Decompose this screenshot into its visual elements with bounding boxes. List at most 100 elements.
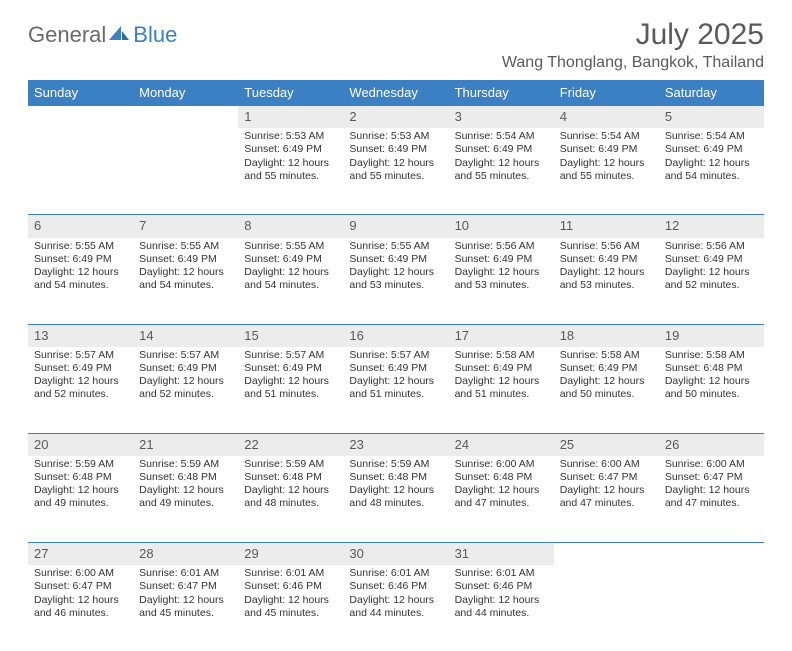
day-number: 12 <box>659 214 764 237</box>
daylight-text: and 47 minutes. <box>665 497 758 510</box>
day-number: 3 <box>449 105 554 128</box>
sunrise-text: Sunrise: 5:54 AM <box>455 130 548 143</box>
sunrise-text: Sunrise: 5:56 AM <box>455 240 548 253</box>
day-cell-body: Sunrise: 5:58 AMSunset: 6:49 PMDaylight:… <box>554 347 659 408</box>
day-number: 7 <box>133 214 238 237</box>
daylight-text: Daylight: 12 hours <box>139 484 232 497</box>
sunrise-text: Sunrise: 6:01 AM <box>139 567 232 580</box>
sunrise-text: Sunrise: 6:01 AM <box>455 567 548 580</box>
sunrise-text: Sunrise: 5:58 AM <box>665 349 758 362</box>
day-number: 15 <box>238 324 343 347</box>
daylight-text: and 55 minutes. <box>349 170 442 183</box>
daylight-text: Daylight: 12 hours <box>244 266 337 279</box>
daylight-text: Daylight: 12 hours <box>349 594 442 607</box>
sunset-text: Sunset: 6:46 PM <box>455 580 548 593</box>
title-block: July 2025 Wang Thonglang, Bangkok, Thail… <box>502 18 764 72</box>
day-cell: Sunrise: 5:57 AMSunset: 6:49 PMDaylight:… <box>343 347 448 433</box>
day-cell-body: Sunrise: 5:55 AMSunset: 6:49 PMDaylight:… <box>28 238 133 299</box>
sunset-text: Sunset: 6:49 PM <box>244 143 337 156</box>
calendar-table: SundayMondayTuesdayWednesdayThursdayFrid… <box>28 80 764 651</box>
daylight-text: and 51 minutes. <box>349 388 442 401</box>
day-number-empty <box>554 542 659 565</box>
sunset-text: Sunset: 6:49 PM <box>560 253 653 266</box>
day-number: 18 <box>554 324 659 347</box>
daylight-text: Daylight: 12 hours <box>455 375 548 388</box>
day-cell: Sunrise: 6:01 AMSunset: 6:46 PMDaylight:… <box>449 565 554 651</box>
sunset-text: Sunset: 6:49 PM <box>665 143 758 156</box>
daylight-text: Daylight: 12 hours <box>560 375 653 388</box>
sunset-text: Sunset: 6:49 PM <box>34 362 127 375</box>
sunset-text: Sunset: 6:49 PM <box>560 143 653 156</box>
daylight-text: Daylight: 12 hours <box>244 157 337 170</box>
sunrise-text: Sunrise: 5:57 AM <box>34 349 127 362</box>
daylight-text: Daylight: 12 hours <box>665 157 758 170</box>
daylight-text: and 54 minutes. <box>34 279 127 292</box>
day-cell-body: Sunrise: 6:00 AMSunset: 6:47 PMDaylight:… <box>554 456 659 517</box>
daynum-row: 12345 <box>28 105 764 128</box>
daylight-text: and 47 minutes. <box>455 497 548 510</box>
day-cell: Sunrise: 5:54 AMSunset: 6:49 PMDaylight:… <box>449 128 554 214</box>
daynum-row: 2728293031 <box>28 542 764 565</box>
day-number: 4 <box>554 105 659 128</box>
sunset-text: Sunset: 6:48 PM <box>34 471 127 484</box>
daylight-text: and 45 minutes. <box>139 607 232 620</box>
sunrise-text: Sunrise: 5:59 AM <box>349 458 442 471</box>
daylight-text: Daylight: 12 hours <box>244 594 337 607</box>
daylight-text: Daylight: 12 hours <box>34 266 127 279</box>
day-cell: Sunrise: 5:53 AMSunset: 6:49 PMDaylight:… <box>238 128 343 214</box>
day-number: 9 <box>343 214 448 237</box>
daylight-text: Daylight: 12 hours <box>139 266 232 279</box>
day-cell-body: Sunrise: 5:54 AMSunset: 6:49 PMDaylight:… <box>554 128 659 189</box>
weekday-header-row: SundayMondayTuesdayWednesdayThursdayFrid… <box>28 80 764 105</box>
sunrise-text: Sunrise: 5:59 AM <box>34 458 127 471</box>
sunset-text: Sunset: 6:49 PM <box>244 362 337 375</box>
daylight-text: Daylight: 12 hours <box>665 375 758 388</box>
daylight-text: and 50 minutes. <box>560 388 653 401</box>
day-cell: Sunrise: 6:01 AMSunset: 6:46 PMDaylight:… <box>238 565 343 651</box>
daylight-text: and 53 minutes. <box>349 279 442 292</box>
daylight-text: and 44 minutes. <box>455 607 548 620</box>
day-number: 24 <box>449 433 554 456</box>
daylight-text: Daylight: 12 hours <box>455 484 548 497</box>
daylight-text: and 51 minutes. <box>455 388 548 401</box>
sunrise-text: Sunrise: 6:00 AM <box>34 567 127 580</box>
daylight-text: Daylight: 12 hours <box>139 594 232 607</box>
day-cell-body: Sunrise: 5:59 AMSunset: 6:48 PMDaylight:… <box>343 456 448 517</box>
sunrise-text: Sunrise: 5:54 AM <box>665 130 758 143</box>
day-cell-body: Sunrise: 5:54 AMSunset: 6:49 PMDaylight:… <box>449 128 554 189</box>
sunset-text: Sunset: 6:49 PM <box>34 253 127 266</box>
sunset-text: Sunset: 6:49 PM <box>349 143 442 156</box>
day-cell-body: Sunrise: 6:01 AMSunset: 6:47 PMDaylight:… <box>133 565 238 626</box>
daylight-text: and 55 minutes. <box>244 170 337 183</box>
weekday-header: Saturday <box>659 80 764 105</box>
weekday-header: Thursday <box>449 80 554 105</box>
day-number: 19 <box>659 324 764 347</box>
sunset-text: Sunset: 6:49 PM <box>665 253 758 266</box>
day-cell: Sunrise: 6:00 AMSunset: 6:48 PMDaylight:… <box>449 456 554 542</box>
sunrise-text: Sunrise: 5:56 AM <box>665 240 758 253</box>
day-cell-body: Sunrise: 5:55 AMSunset: 6:49 PMDaylight:… <box>343 238 448 299</box>
day-cell <box>659 565 764 651</box>
day-number: 30 <box>343 542 448 565</box>
sunset-text: Sunset: 6:49 PM <box>139 253 232 266</box>
sunset-text: Sunset: 6:48 PM <box>139 471 232 484</box>
sunset-text: Sunset: 6:47 PM <box>34 580 127 593</box>
daylight-text: Daylight: 12 hours <box>455 157 548 170</box>
day-number: 1 <box>238 105 343 128</box>
sunset-text: Sunset: 6:49 PM <box>455 253 548 266</box>
day-cell: Sunrise: 5:55 AMSunset: 6:49 PMDaylight:… <box>343 238 448 324</box>
daylight-text: and 44 minutes. <box>349 607 442 620</box>
day-cell-body: Sunrise: 5:59 AMSunset: 6:48 PMDaylight:… <box>28 456 133 517</box>
day-cell-body: Sunrise: 5:56 AMSunset: 6:49 PMDaylight:… <box>554 238 659 299</box>
day-cell: Sunrise: 5:55 AMSunset: 6:49 PMDaylight:… <box>238 238 343 324</box>
daylight-text: and 54 minutes. <box>244 279 337 292</box>
daylight-text: and 48 minutes. <box>244 497 337 510</box>
day-number: 29 <box>238 542 343 565</box>
day-cell: Sunrise: 5:54 AMSunset: 6:49 PMDaylight:… <box>659 128 764 214</box>
daylight-text: Daylight: 12 hours <box>244 375 337 388</box>
sunset-text: Sunset: 6:48 PM <box>665 362 758 375</box>
day-number: 2 <box>343 105 448 128</box>
day-cell: Sunrise: 5:58 AMSunset: 6:48 PMDaylight:… <box>659 347 764 433</box>
sunrise-text: Sunrise: 5:56 AM <box>560 240 653 253</box>
day-cell: Sunrise: 6:00 AMSunset: 6:47 PMDaylight:… <box>659 456 764 542</box>
